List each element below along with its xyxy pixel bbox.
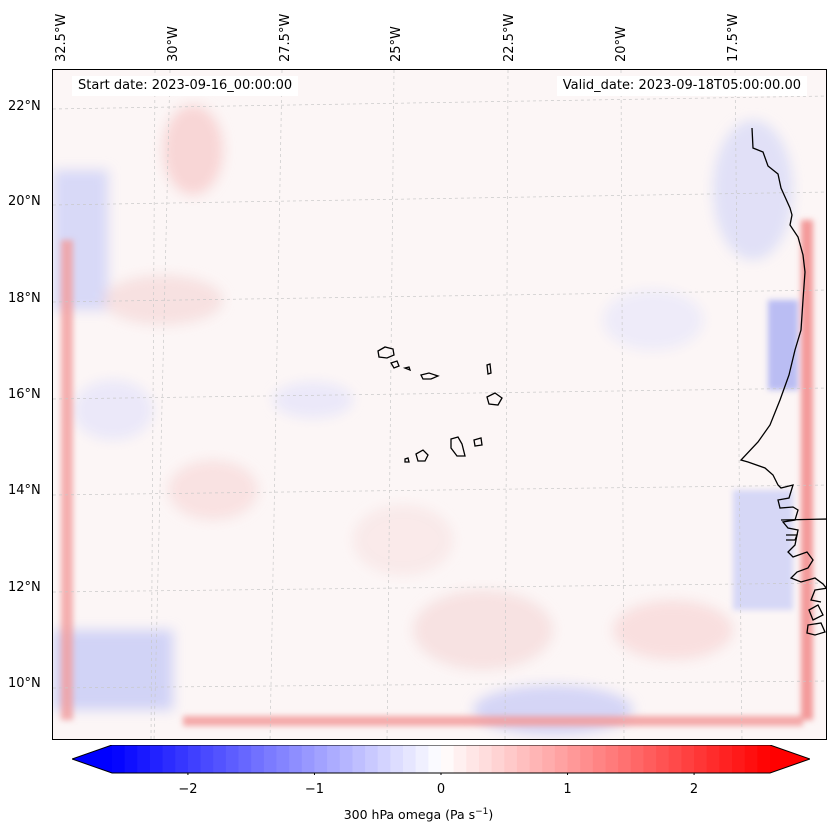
longitude-label: 25°W bbox=[389, 26, 404, 62]
longitude-label: 17.5°W bbox=[726, 13, 741, 62]
colorbar-segment bbox=[276, 745, 290, 773]
colorbar-segment bbox=[339, 745, 354, 773]
colorbar-segment bbox=[301, 745, 316, 773]
colorbar-segment bbox=[213, 745, 227, 773]
colorbar-segment bbox=[681, 745, 695, 773]
colorbar-segment bbox=[694, 745, 708, 773]
colorbar-segment bbox=[441, 745, 455, 773]
graticule bbox=[53, 70, 826, 739]
valid-date: Valid_date: 2023-09-18T05:00:00.00 bbox=[556, 76, 807, 96]
colorbar-segment bbox=[643, 745, 657, 773]
colorbar-max-extend bbox=[770, 745, 810, 773]
start-date: Start date: 2023-09-16_00:00:00 bbox=[72, 76, 299, 96]
colorbar-outline bbox=[72, 745, 810, 774]
omega-edges bbox=[61, 220, 813, 726]
colorbar-segment bbox=[112, 745, 126, 773]
colorbar-segment bbox=[656, 745, 670, 773]
colorbar-segment bbox=[618, 745, 632, 773]
colorbar-label: 300 hPa omega (Pa s−1) bbox=[343, 807, 494, 823]
colorbar-segment bbox=[428, 745, 442, 773]
colorbar-segment bbox=[124, 745, 138, 773]
colorbar-segment bbox=[403, 745, 417, 773]
colorbar-segment bbox=[668, 745, 683, 773]
colorbar-segment bbox=[706, 745, 720, 773]
colorbar-segment bbox=[478, 745, 493, 773]
colorbar-segment bbox=[719, 745, 733, 773]
colorbar-segment bbox=[263, 745, 278, 773]
colorbar-segment bbox=[251, 745, 265, 773]
colorbar-segment bbox=[466, 745, 480, 773]
colorbar-segment bbox=[327, 745, 341, 773]
colorbar-segment bbox=[149, 745, 164, 773]
colorbar-segment bbox=[187, 745, 202, 773]
colorbar-segment bbox=[592, 745, 607, 773]
colorbar-segment bbox=[529, 745, 543, 773]
longitude-label: 20°W bbox=[614, 26, 629, 62]
colorbar-tick-label: 1 bbox=[563, 782, 572, 797]
latitude-label: 18°N bbox=[8, 291, 41, 306]
longitude-label: 30°W bbox=[166, 26, 181, 62]
colorbar-min-extend bbox=[72, 745, 112, 773]
colorbar-segment bbox=[200, 745, 214, 773]
latitude-label: 22°N bbox=[8, 99, 41, 114]
colorbar-segment bbox=[238, 745, 252, 773]
colorbar-segment bbox=[314, 745, 328, 773]
colorbar-segment bbox=[137, 745, 151, 773]
map-plot bbox=[52, 69, 827, 740]
longitude-label: 27.5°W bbox=[278, 13, 293, 62]
cape-verde-islands bbox=[377, 346, 503, 463]
colorbar-tick-label: 2 bbox=[689, 782, 699, 797]
colorbar-segment bbox=[567, 745, 581, 773]
latitude-label: 16°N bbox=[8, 387, 41, 402]
colorbar-segment bbox=[542, 745, 556, 773]
colorbar-segment bbox=[554, 745, 569, 773]
colorbar-segment bbox=[516, 745, 531, 773]
colorbar-segment bbox=[415, 745, 429, 773]
colorbar-tick-label: −1 bbox=[304, 782, 325, 797]
colorbar-segment bbox=[390, 745, 404, 773]
longitude-label: 22.5°W bbox=[502, 13, 517, 62]
colorbar-segment bbox=[175, 745, 189, 773]
colorbar-tick-label: 0 bbox=[436, 782, 446, 797]
colorbar-segment bbox=[605, 745, 619, 773]
colorbar-segment bbox=[491, 745, 505, 773]
latitude-label: 10°N bbox=[8, 676, 41, 691]
colorbar-segment bbox=[289, 745, 303, 773]
colorbar bbox=[72, 745, 810, 775]
colorbar-segment bbox=[757, 745, 771, 773]
latitude-label: 14°N bbox=[8, 483, 41, 498]
colorbar-tick-label: −2 bbox=[178, 782, 198, 797]
colorbar-segment bbox=[365, 745, 379, 773]
colorbar-segment bbox=[225, 745, 240, 773]
map-canvas bbox=[53, 70, 826, 739]
colorbar-segment bbox=[744, 745, 758, 773]
colorbar-segment bbox=[504, 745, 518, 773]
african-coastline bbox=[739, 127, 826, 636]
colorbar-segment bbox=[732, 745, 746, 773]
colorbar-segment bbox=[453, 745, 467, 773]
colorbar-segment bbox=[377, 745, 391, 773]
colorbar-segment bbox=[580, 745, 594, 773]
colorbar-segment bbox=[630, 745, 645, 773]
colorbar-segment bbox=[352, 745, 366, 773]
longitude-label: 32.5°W bbox=[54, 13, 69, 62]
colorbar-segment bbox=[162, 745, 176, 773]
latitude-label: 12°N bbox=[8, 580, 41, 595]
latitude-label: 20°N bbox=[8, 194, 41, 209]
